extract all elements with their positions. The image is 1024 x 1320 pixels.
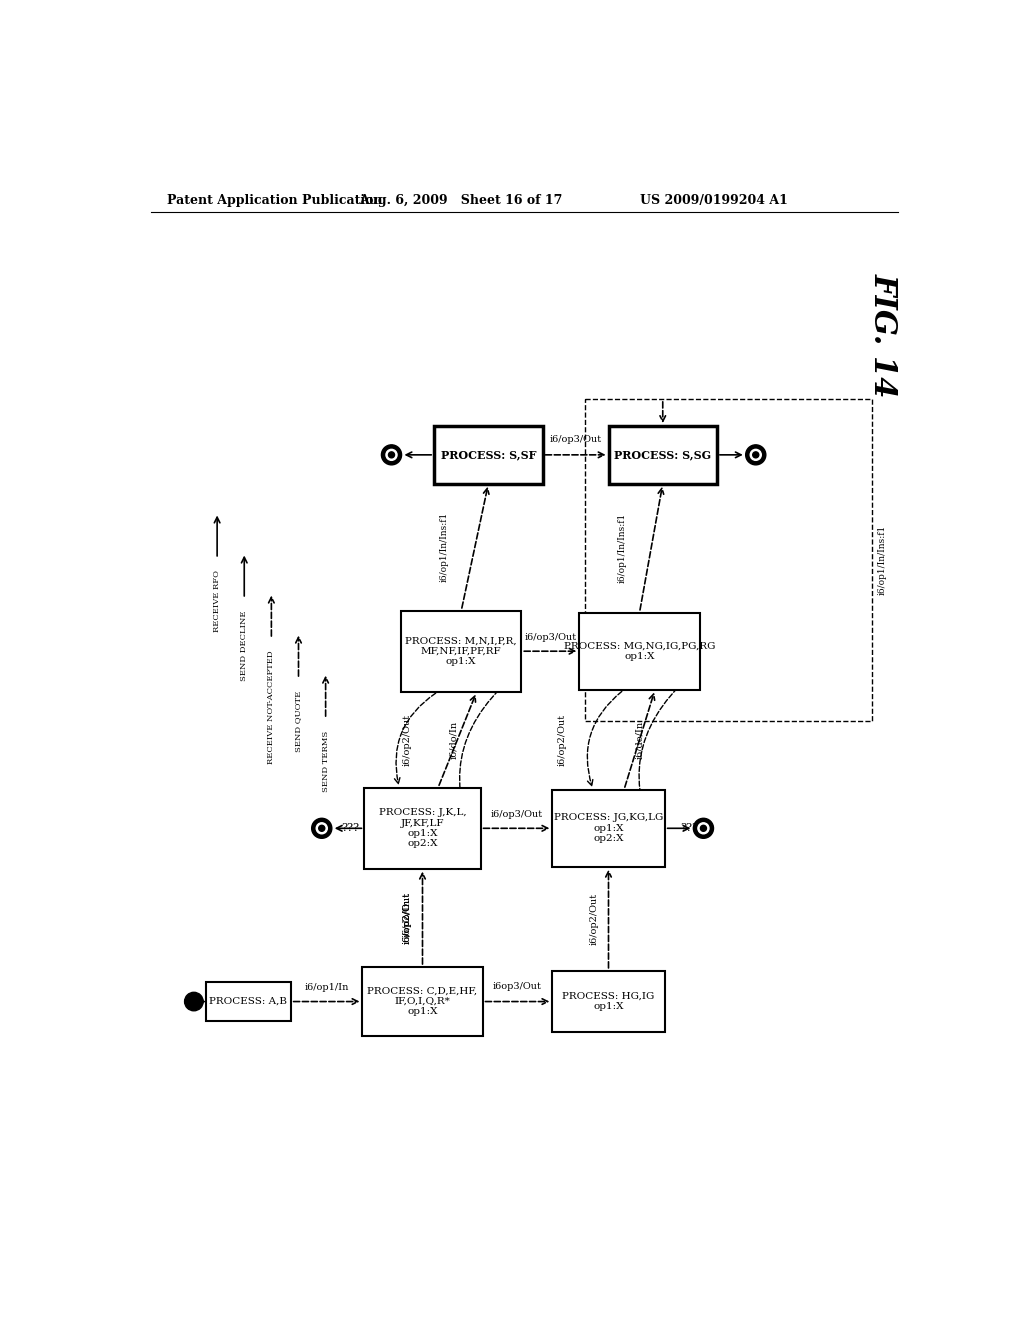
Text: i6/do/In: i6/do/In bbox=[402, 899, 412, 937]
Circle shape bbox=[184, 993, 203, 1011]
Bar bbox=[552, 789, 665, 867]
Bar bbox=[401, 611, 521, 692]
Text: i6/op1/In/Ins:f1: i6/op1/In/Ins:f1 bbox=[878, 524, 887, 595]
Text: PROCESS: MG,NG,IG,PG,RG
op1:X: PROCESS: MG,NG,IG,PG,RG op1:X bbox=[564, 642, 715, 661]
Circle shape bbox=[316, 822, 328, 834]
Text: PROCESS: J,K,L,
JF,KF,LF
op1:X
op2:X: PROCESS: J,K,L, JF,KF,LF op1:X op2:X bbox=[379, 808, 466, 849]
Circle shape bbox=[381, 445, 401, 465]
Bar bbox=[434, 426, 543, 483]
Text: US 2009/0199204 A1: US 2009/0199204 A1 bbox=[640, 194, 787, 207]
FancyArrowPatch shape bbox=[460, 678, 510, 851]
Text: i6/op3/Out: i6/op3/Out bbox=[550, 436, 602, 444]
Bar bbox=[206, 982, 291, 1020]
Circle shape bbox=[745, 445, 766, 465]
Bar bbox=[580, 612, 699, 689]
Text: SEND DECLINE: SEND DECLINE bbox=[241, 610, 248, 681]
Text: PROCESS: A,B: PROCESS: A,B bbox=[209, 997, 287, 1006]
Text: SEND QUOTE: SEND QUOTE bbox=[295, 690, 302, 751]
Text: PROCESS: S,SF: PROCESS: S,SF bbox=[440, 449, 537, 461]
Text: SEND TERMS: SEND TERMS bbox=[322, 730, 330, 792]
Text: i6/op2/Out: i6/op2/Out bbox=[402, 892, 412, 944]
Text: i6/op2/Out: i6/op2/Out bbox=[557, 714, 566, 766]
Text: RECEIVE NOT-ACCEPTED: RECEIVE NOT-ACCEPTED bbox=[267, 651, 275, 764]
Text: PROCESS: JG,KG,LG
op1:X
op2:X: PROCESS: JG,KG,LG op1:X op2:X bbox=[554, 813, 664, 843]
Circle shape bbox=[388, 451, 394, 458]
Text: RECEIVE RFO: RECEIVE RFO bbox=[213, 570, 221, 632]
Text: Patent Application Publication: Patent Application Publication bbox=[167, 194, 382, 207]
Circle shape bbox=[311, 818, 332, 838]
FancyArrowPatch shape bbox=[394, 693, 435, 784]
Bar bbox=[552, 970, 665, 1032]
Text: i6/op3/Out: i6/op3/Out bbox=[524, 632, 577, 642]
Text: Aug. 6, 2009   Sheet 16 of 17: Aug. 6, 2009 Sheet 16 of 17 bbox=[359, 194, 563, 207]
Circle shape bbox=[698, 822, 709, 834]
Text: i6/op2/Out: i6/op2/Out bbox=[402, 714, 412, 766]
Circle shape bbox=[753, 451, 759, 458]
Text: FIG. 14: FIG. 14 bbox=[868, 273, 899, 397]
Circle shape bbox=[318, 825, 325, 832]
Text: ???: ??? bbox=[680, 824, 698, 833]
Text: i6/op1/In/Ins:f1: i6/op1/In/Ins:f1 bbox=[617, 513, 627, 583]
Circle shape bbox=[700, 825, 707, 832]
Bar bbox=[362, 966, 482, 1036]
Circle shape bbox=[693, 818, 714, 838]
Bar bbox=[365, 788, 480, 869]
Circle shape bbox=[751, 449, 761, 461]
Text: i6/do/In: i6/do/In bbox=[635, 721, 644, 759]
Text: PROCESS: HG,IG
op1:X: PROCESS: HG,IG op1:X bbox=[562, 991, 654, 1011]
Text: ???: ??? bbox=[341, 824, 359, 833]
FancyArrowPatch shape bbox=[588, 692, 622, 785]
Text: PROCESS: C,D,E,HF,
IF,O,I,Q,R*
op1:X: PROCESS: C,D,E,HF, IF,O,I,Q,R* op1:X bbox=[368, 986, 477, 1016]
Text: i6/op2/Out: i6/op2/Out bbox=[402, 892, 412, 944]
Text: i6/op2/Out: i6/op2/Out bbox=[590, 892, 599, 945]
Text: i6op3/Out: i6op3/Out bbox=[493, 982, 542, 990]
Text: i6/op1/In/Ins:f1: i6/op1/In/Ins:f1 bbox=[439, 512, 449, 582]
Text: i6/op1/In: i6/op1/In bbox=[304, 983, 349, 993]
Bar bbox=[608, 426, 717, 483]
Circle shape bbox=[386, 449, 397, 461]
Text: i6/op3/Out: i6/op3/Out bbox=[490, 810, 543, 818]
FancyArrowPatch shape bbox=[639, 677, 688, 849]
Bar bbox=[586, 399, 872, 721]
Text: i6/do/In: i6/do/In bbox=[449, 721, 458, 759]
Text: PROCESS: S,SG: PROCESS: S,SG bbox=[614, 449, 712, 461]
Text: PROCESS: M,N,I,P,R,
MF,NF,IF,PF,RF
op1:X: PROCESS: M,N,I,P,R, MF,NF,IF,PF,RF op1:X bbox=[406, 636, 517, 667]
